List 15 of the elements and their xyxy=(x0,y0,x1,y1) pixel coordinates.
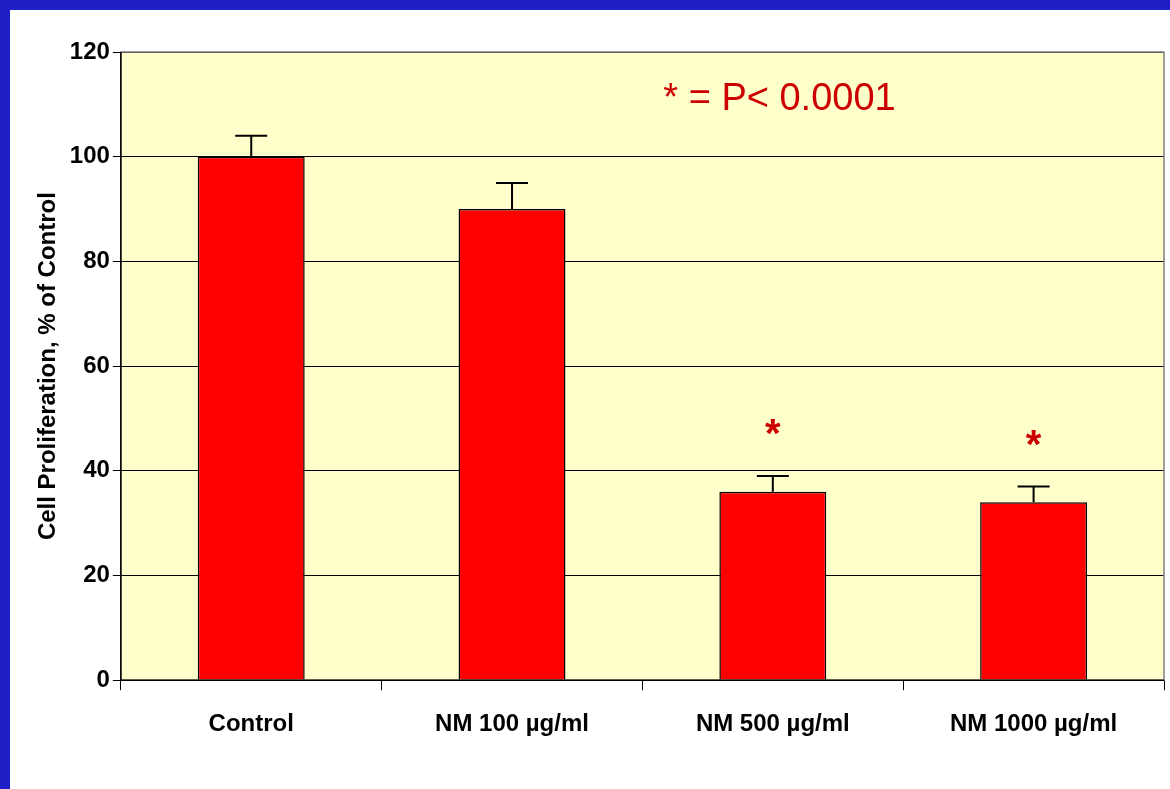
annotation: * xyxy=(765,411,782,456)
x-tick-label: NM 1000 µg/ml xyxy=(950,709,1118,737)
annotation: * = P< 0.0001 xyxy=(663,76,896,119)
y-axis-title: Cell Proliferation, % of Control xyxy=(33,192,61,541)
y-tick-label: 60 xyxy=(83,350,110,378)
y-tick-label: 120 xyxy=(69,36,110,64)
y-tick-label: 0 xyxy=(96,664,110,692)
x-tick-label: NM 100 µg/ml xyxy=(435,709,589,737)
x-tick-label: NM 500 µg/ml xyxy=(695,709,850,737)
x-tick-label: Control xyxy=(208,709,294,737)
y-tick-label: 80 xyxy=(83,246,110,274)
y-tick-label: 20 xyxy=(83,560,110,588)
y-tick-label: 40 xyxy=(83,455,110,483)
y-tick-label: 100 xyxy=(69,141,110,169)
annotation: * xyxy=(1025,421,1042,466)
